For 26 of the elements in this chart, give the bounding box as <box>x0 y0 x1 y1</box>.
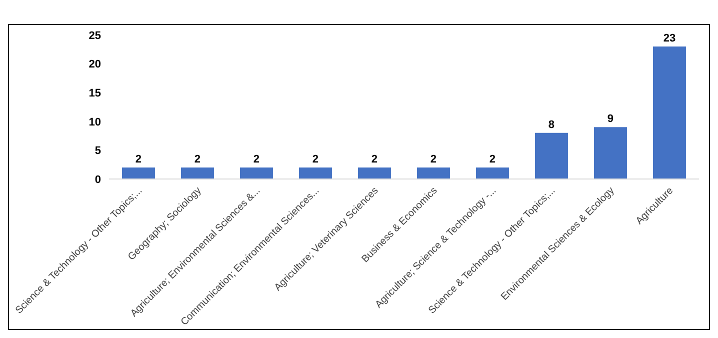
bar <box>358 167 391 179</box>
bar <box>476 167 509 179</box>
data-label: 8 <box>548 118 555 131</box>
data-label: 23 <box>663 32 676 45</box>
bar <box>416 167 450 179</box>
data-label: 2 <box>135 153 142 166</box>
data-label: 2 <box>371 153 378 166</box>
bar <box>122 167 155 179</box>
bar <box>534 132 568 179</box>
y-tick-label: 0 <box>94 174 101 186</box>
bar <box>652 46 686 179</box>
data-label: 2 <box>194 153 201 166</box>
data-label: 2 <box>430 153 437 166</box>
bar <box>298 167 332 179</box>
y-tick-label: 10 <box>88 116 101 128</box>
data-label: 2 <box>312 153 319 166</box>
y-tick-label: 15 <box>88 88 101 100</box>
data-label: 2 <box>489 153 496 166</box>
y-tick-label: 25 <box>88 30 101 42</box>
bar <box>240 167 273 179</box>
data-label: 2 <box>253 153 260 166</box>
bar <box>594 127 627 179</box>
data-label: 9 <box>607 113 614 126</box>
y-tick-label: 20 <box>88 58 101 71</box>
y-tick-label: 5 <box>94 145 101 158</box>
bar <box>180 167 214 179</box>
